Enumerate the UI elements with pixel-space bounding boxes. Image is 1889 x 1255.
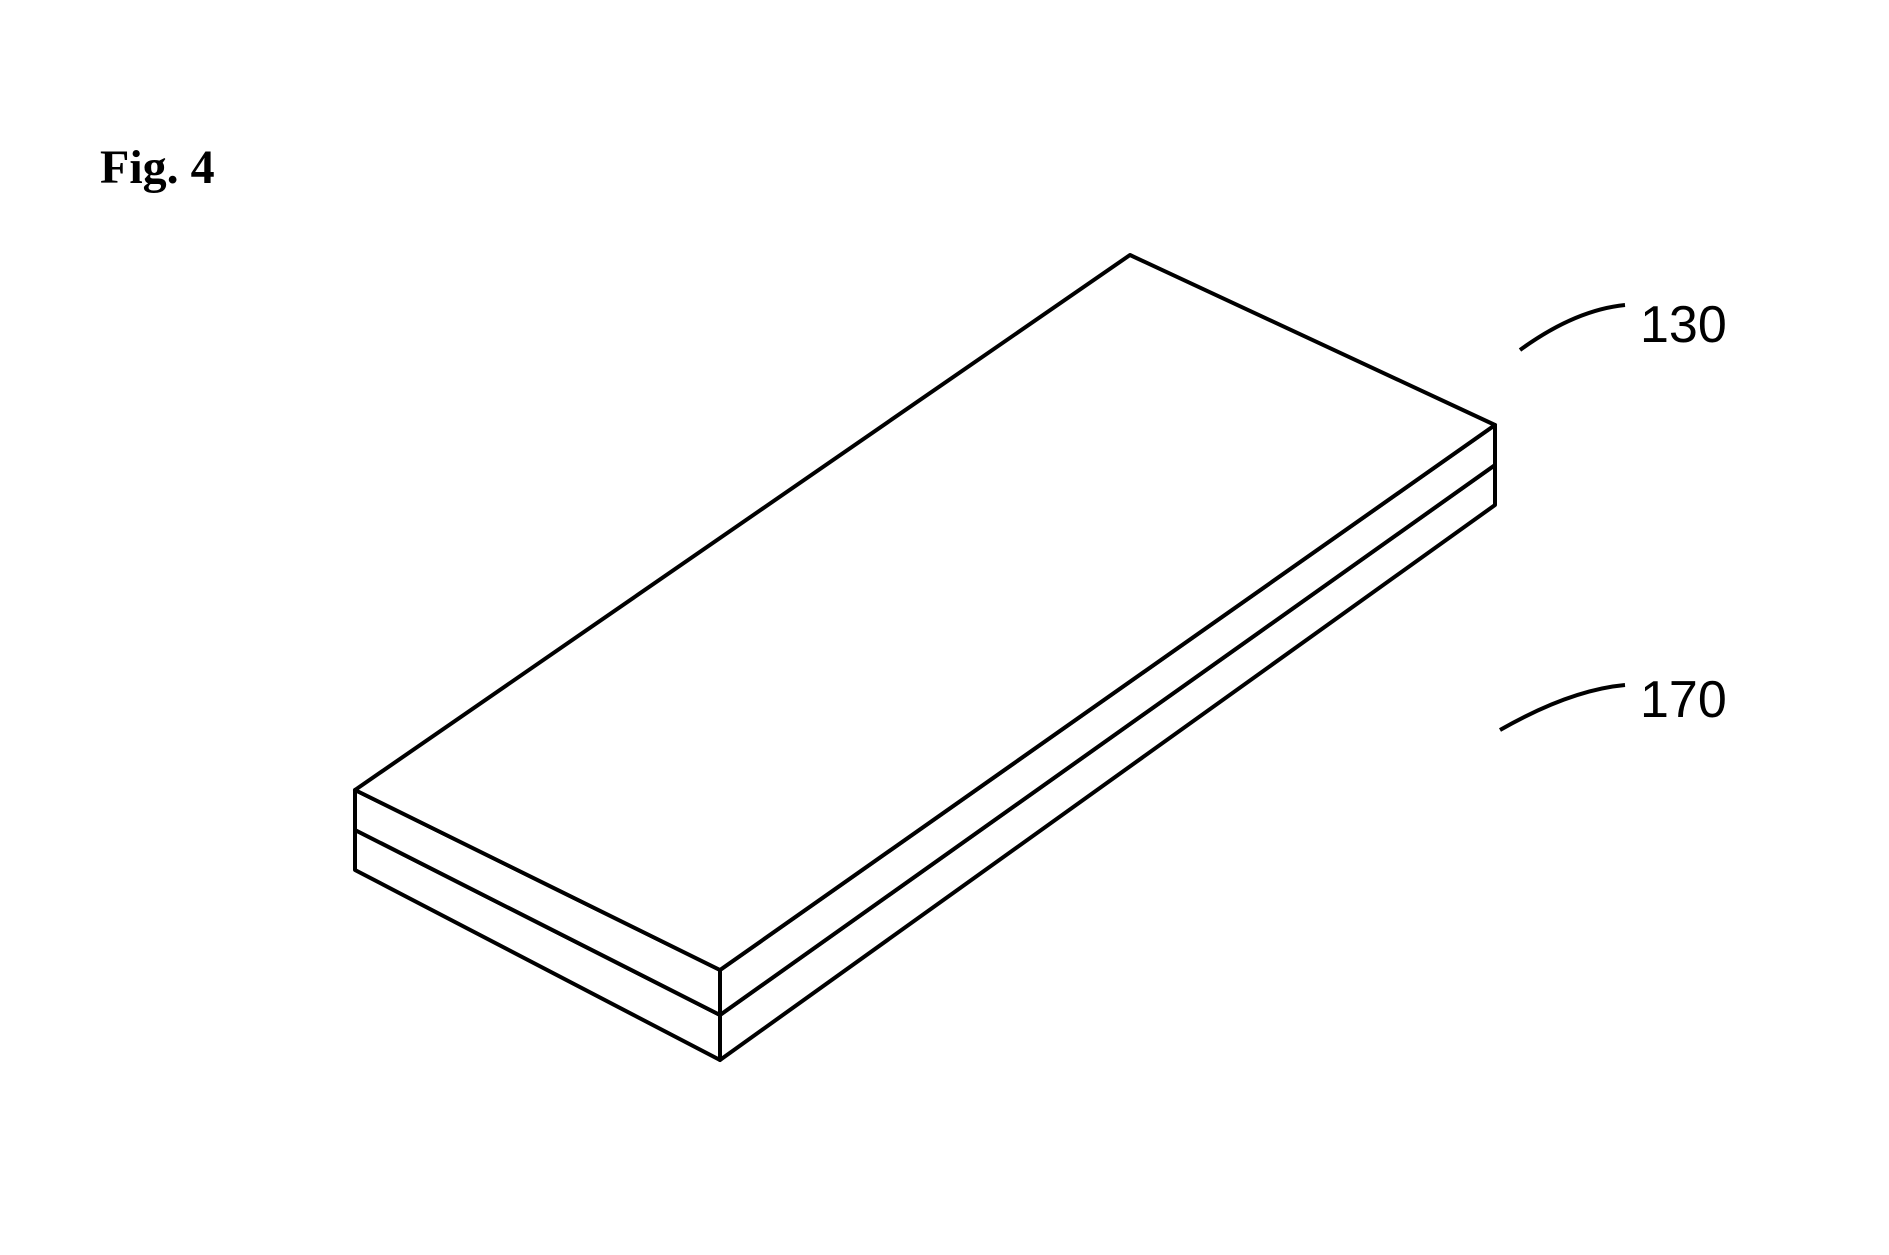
- diagram-svg: [0, 0, 1889, 1255]
- callout-label-170: 170: [1640, 670, 1727, 730]
- callout-leaders: [1500, 305, 1625, 730]
- callout-leader-130: [1520, 305, 1625, 350]
- isometric-box: [355, 255, 1495, 1060]
- callout-leader-170: [1500, 685, 1625, 730]
- callout-label-130: 130: [1640, 295, 1727, 355]
